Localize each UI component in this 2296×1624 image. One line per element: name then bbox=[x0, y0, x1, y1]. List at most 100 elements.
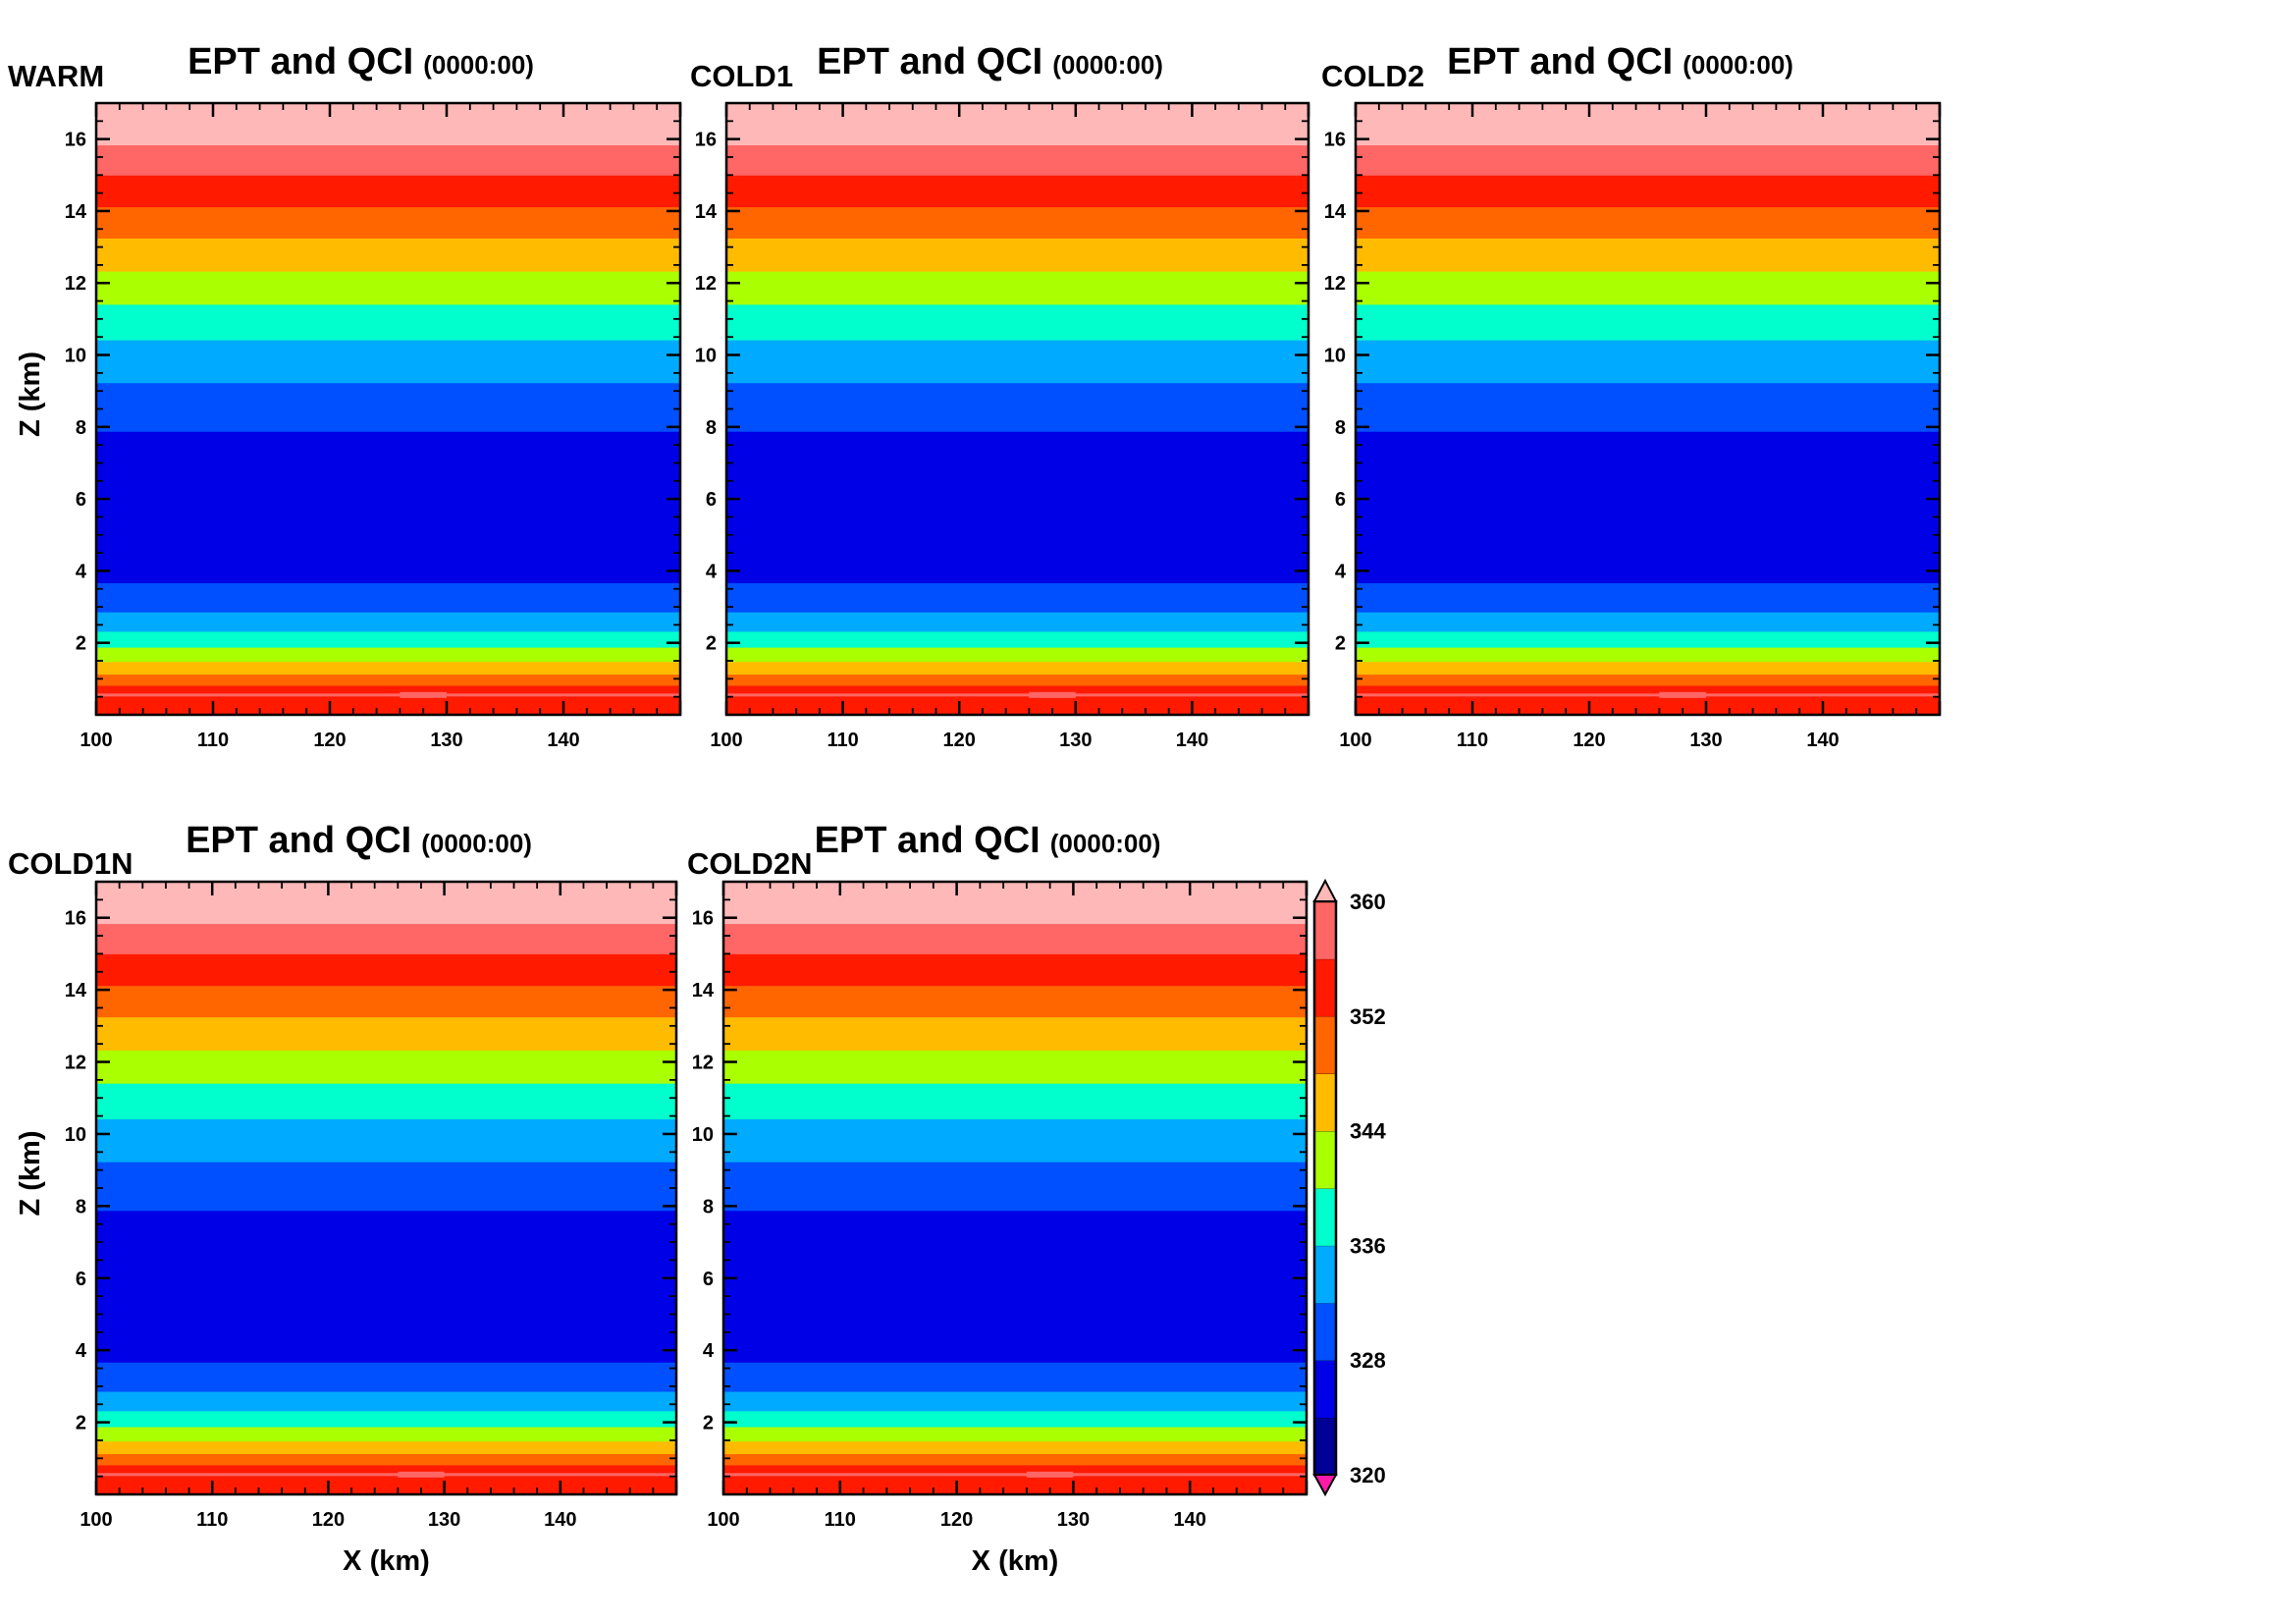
y-axis-label: Z (km) bbox=[15, 1131, 46, 1217]
contour-band bbox=[723, 985, 1307, 1018]
contour-band bbox=[1356, 661, 1940, 676]
contour-band bbox=[726, 612, 1308, 632]
y-tick-label: 10 bbox=[695, 346, 717, 367]
contour-band bbox=[96, 175, 680, 208]
contour-band bbox=[96, 582, 680, 613]
contour-band bbox=[723, 1410, 1307, 1428]
colorbar-segment bbox=[1314, 1417, 1336, 1476]
y-tick-label: 2 bbox=[703, 1413, 714, 1435]
contour-band bbox=[1356, 271, 1940, 305]
contour-band bbox=[723, 1162, 1307, 1212]
colorbar-tick-label: 344 bbox=[1350, 1119, 1386, 1144]
contour-band bbox=[1356, 582, 1940, 613]
contour-band bbox=[723, 1362, 1307, 1392]
thin-contour-layer bbox=[726, 693, 1308, 697]
y-tick-label: 4 bbox=[706, 561, 718, 582]
x-tick-label: 120 bbox=[1573, 730, 1605, 751]
contour-band bbox=[96, 238, 680, 272]
panel-cold1: 100 110 120 130 140 2 4 6 8 10 12 14 16 COLD1 EPT and … bbox=[690, 41, 1310, 751]
colorbar-tick-label: 352 bbox=[1350, 1004, 1386, 1029]
contour-band bbox=[723, 1210, 1307, 1363]
contour-band bbox=[723, 1050, 1307, 1084]
y-tick-label: 6 bbox=[76, 489, 86, 511]
contour-band bbox=[1356, 303, 1940, 341]
contour-band bbox=[96, 674, 680, 686]
panel-cold1n: 100 110 120 130 140 2 4 6 8 10 12 14 16 COLD1N EPT and… bbox=[8, 820, 678, 1577]
x-tick-label: 100 bbox=[710, 730, 742, 751]
panel-title-time: (0000:00) bbox=[423, 50, 534, 80]
x-tick-label: 130 bbox=[1689, 730, 1722, 751]
contour-bump bbox=[398, 1471, 445, 1478]
y-tick-label: 6 bbox=[703, 1269, 714, 1290]
contour-band bbox=[723, 1440, 1307, 1455]
y-tick-label: 16 bbox=[695, 130, 717, 151]
x-tick-label: 110 bbox=[1457, 730, 1488, 751]
contour-band bbox=[96, 382, 680, 432]
colorbar: 320 328 336 344 352 360 bbox=[1312, 878, 1386, 1497]
contour-bump bbox=[1029, 691, 1076, 698]
contour-band bbox=[1356, 238, 1940, 272]
y-tick-label: 4 bbox=[1335, 561, 1347, 582]
contour-band bbox=[96, 953, 676, 987]
case-label: COLD2N bbox=[687, 846, 812, 881]
y-tick-label: 10 bbox=[692, 1124, 714, 1146]
contour-band bbox=[1356, 175, 1940, 208]
contour-band bbox=[723, 1453, 1307, 1466]
contour-band bbox=[96, 206, 680, 239]
y-tick-label: 8 bbox=[703, 1196, 714, 1218]
colorbar-segment bbox=[1314, 901, 1336, 959]
colorbar-segment bbox=[1314, 1015, 1336, 1074]
y-tick-label: 6 bbox=[706, 489, 717, 511]
y-tick-label: 12 bbox=[1324, 273, 1346, 295]
contour-band bbox=[723, 1391, 1307, 1412]
contour-band bbox=[723, 882, 1307, 925]
contour-band bbox=[1356, 647, 1940, 663]
contour-band bbox=[96, 630, 680, 648]
case-label: COLD1N bbox=[8, 846, 133, 881]
y-tick-label: 8 bbox=[76, 417, 86, 439]
colorbar-segment bbox=[1314, 1245, 1336, 1304]
panel-title-time: (0000:00) bbox=[1052, 50, 1163, 80]
panel-title: EPT and QCI (0000:00) bbox=[817, 41, 1163, 82]
contour-band bbox=[96, 303, 680, 341]
contour-band bbox=[96, 144, 680, 176]
x-tick-label: 140 bbox=[547, 730, 579, 751]
x-tick-label: 130 bbox=[1057, 1509, 1090, 1531]
contour-band bbox=[723, 923, 1307, 954]
y-tick-label: 12 bbox=[65, 1053, 86, 1074]
y-tick-label: 12 bbox=[692, 1053, 714, 1074]
contour-band bbox=[723, 1464, 1307, 1495]
contour-band bbox=[723, 1083, 1307, 1120]
contour-band bbox=[726, 271, 1308, 305]
x-tick-label: 130 bbox=[1059, 730, 1092, 751]
contour-band bbox=[1356, 630, 1940, 648]
panel-title-main: EPT and QCI bbox=[187, 41, 413, 82]
case-label: COLD2 bbox=[1321, 59, 1424, 93]
panel-title: EPT and QCI (0000:00) bbox=[186, 820, 532, 861]
x-tick-label: 110 bbox=[827, 730, 858, 751]
y-tick-label: 12 bbox=[65, 273, 86, 295]
y-tick-label: 2 bbox=[1335, 633, 1346, 655]
panel-title-time: (0000:00) bbox=[1682, 50, 1793, 80]
contour-band bbox=[96, 647, 680, 663]
y-tick-label: 14 bbox=[692, 980, 715, 1001]
contour-band bbox=[726, 206, 1308, 239]
panel-title-time: (0000:00) bbox=[421, 829, 532, 858]
panel-title: EPT and QCI (0000:00) bbox=[815, 820, 1161, 861]
x-tick-label: 140 bbox=[544, 1509, 576, 1531]
x-tick-label: 110 bbox=[197, 730, 229, 751]
contour-band bbox=[726, 175, 1308, 208]
y-tick-label: 8 bbox=[706, 417, 717, 439]
contour-band bbox=[96, 1453, 676, 1466]
x-axis-label: X (km) bbox=[972, 1545, 1059, 1577]
x-tick-label: 130 bbox=[430, 730, 462, 751]
thin-contour-layer bbox=[723, 1473, 1307, 1477]
x-tick-label: 140 bbox=[1176, 730, 1208, 751]
x-tick-label: 110 bbox=[196, 1509, 228, 1531]
contour-band bbox=[96, 923, 676, 954]
contour-band bbox=[726, 661, 1308, 676]
contour-band bbox=[96, 1083, 676, 1120]
contour-band bbox=[96, 661, 680, 676]
